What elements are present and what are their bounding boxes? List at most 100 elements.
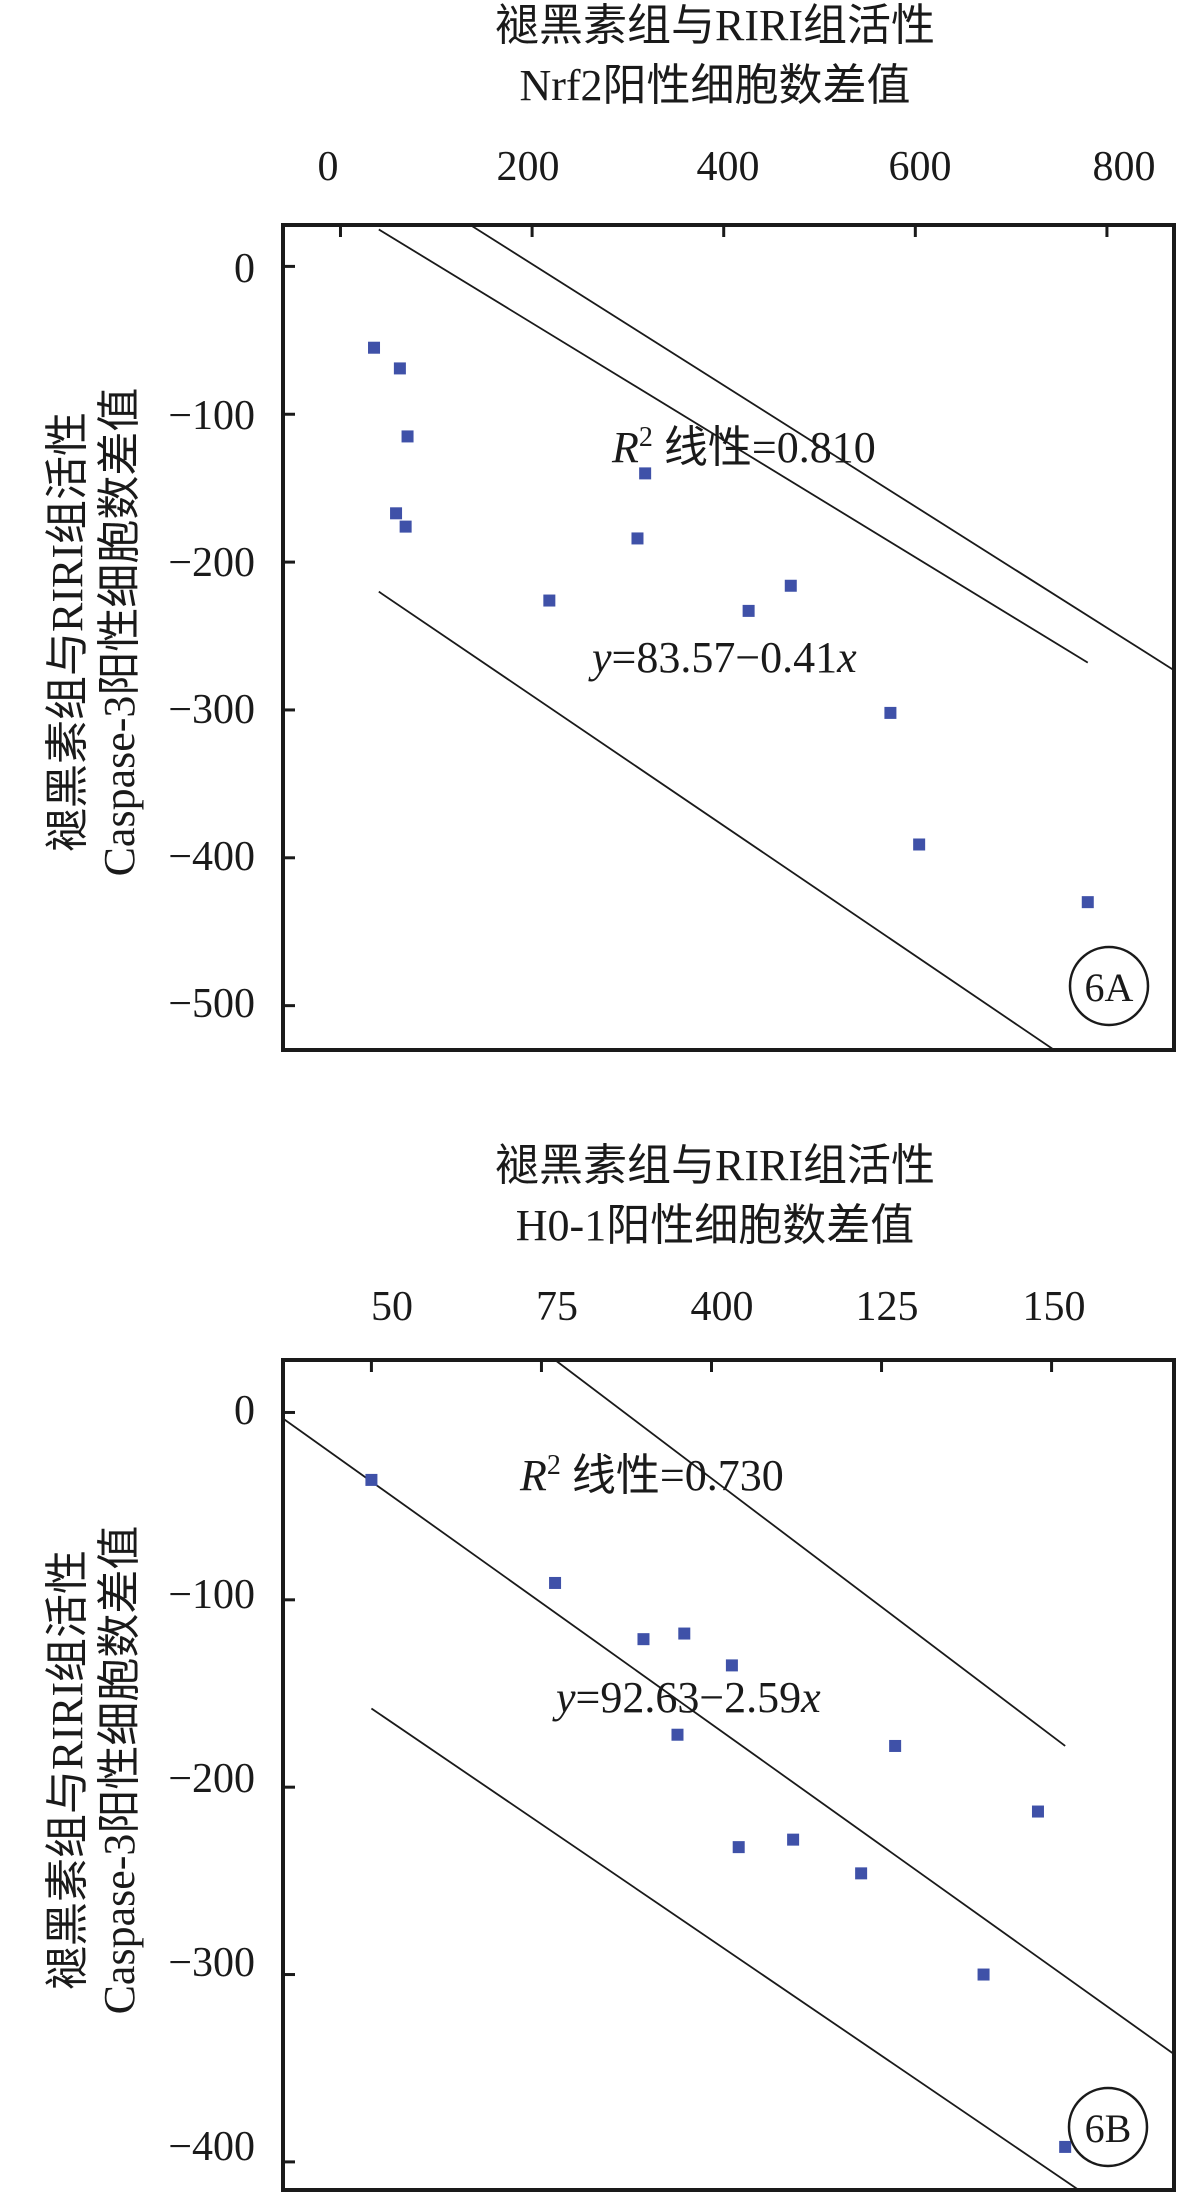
y-tick-label: −200 (168, 540, 255, 586)
panel-badge-circle (1068, 945, 1150, 1027)
y-tick-label: −300 (168, 687, 255, 733)
regression-lines (282, 1359, 1175, 2191)
data-point (368, 341, 381, 354)
y-tick-label: −400 (168, 834, 255, 880)
plot-frame (281, 223, 1176, 1052)
x-tick-label: 800 (1093, 144, 1156, 190)
panel-badge-circle (1067, 2086, 1149, 2168)
x-tick-label: 125 (856, 1284, 919, 1330)
data-point (1059, 2140, 1072, 2153)
x-tick-label: 150 (1023, 1284, 1086, 1330)
r2-value: 线性=0.810 (653, 423, 876, 472)
data-point (742, 604, 755, 617)
panel-badge: 6A (1068, 945, 1150, 1027)
data-point (671, 1728, 684, 1741)
data-point (1081, 896, 1094, 909)
x-tick-label: 400 (691, 1284, 754, 1330)
panel-6a: 褪黑素组与RIRI组活性 Nrf2阳性细胞数差值 0 200 400 600 8… (43, 1, 1176, 1052)
equation-x: x (800, 1673, 821, 1722)
data-point (732, 1841, 745, 1854)
fit-line (282, 1417, 1175, 2055)
y-axis-title-line1: 褪黑素组与RIRI组活性 (43, 412, 92, 852)
y-axis-title: 褪黑素组与RIRI组活性 Caspase-3阳性细胞数差值 (43, 388, 144, 877)
equation-body: =83.57−0.41 (612, 633, 838, 682)
data-points (365, 1473, 1072, 2153)
panel-6b: 褪黑素组与RIRI组活性 H0-1阳性细胞数差值 50 75 400 125 1… (43, 1141, 1176, 2192)
y-tick-label: −400 (168, 2124, 255, 2170)
axis-ticks (283, 225, 1109, 1008)
data-point (1031, 1805, 1044, 1818)
y-tick-labels: 0 −100 −200 −300 −400 (168, 1388, 255, 2170)
x-axis-title-line2: Nrf2阳性细胞数差值 (519, 61, 910, 110)
equation-y: y (552, 1673, 576, 1722)
panel-badge-label: 6B (1085, 2106, 1132, 2151)
panel-badge-label: 6A (1085, 965, 1134, 1010)
data-point (401, 430, 414, 443)
data-point (365, 1473, 378, 1486)
x-tick-labels: 50 75 400 125 150 (371, 1284, 1086, 1330)
r2-superscript: 2 (547, 1450, 561, 1481)
data-point (637, 1633, 650, 1646)
y-tick-label: −200 (168, 1756, 255, 1802)
data-point (678, 1627, 691, 1640)
data-point (784, 579, 797, 592)
regression-equation: y=92.63−2.59x (552, 1673, 821, 1722)
data-point (399, 520, 412, 533)
y-tick-label: 0 (234, 246, 255, 292)
upper-confidence-line (554, 1359, 1066, 1747)
y-axis-title-line1: 褪黑素组与RIRI组活性 (43, 1550, 92, 1990)
r2-letter: R (611, 423, 639, 472)
x-tick-label: 50 (371, 1284, 413, 1330)
panel-badge: 6B (1067, 2086, 1149, 2168)
x-tick-label: 200 (497, 144, 560, 190)
data-points (368, 341, 1094, 909)
lower-confidence-line (370, 1707, 1080, 2191)
data-point (543, 594, 556, 607)
equation-x: x (836, 633, 857, 682)
x-axis-title-line1: 褪黑素组与RIRI组活性 (495, 1141, 935, 1190)
data-point (390, 507, 403, 520)
r-squared-label: R2 线性=0.810 (611, 422, 876, 472)
x-tick-label: 0 (318, 144, 339, 190)
y-axis-title-line2: Caspase-3阳性细胞数差值 (95, 1526, 144, 2015)
data-point (977, 1968, 990, 1981)
x-tick-label: 600 (889, 144, 952, 190)
upper-confidence-line (378, 228, 1089, 664)
x-tick-labels: 0 200 400 600 800 (318, 144, 1156, 190)
y-axis-title-line2: Caspase-3阳性细胞数差值 (95, 388, 144, 877)
x-axis-title-line2: H0-1阳性细胞数差值 (516, 1201, 914, 1250)
equation-body: =92.63−2.59 (576, 1673, 802, 1722)
r2-letter: R (519, 1451, 547, 1500)
y-tick-label: −300 (168, 1940, 255, 1986)
data-point (631, 532, 644, 545)
data-point (913, 838, 926, 851)
y-tick-label: −500 (168, 981, 255, 1027)
equation-y: y (588, 633, 612, 682)
regression-lines (378, 224, 1175, 1051)
y-tick-label: −100 (168, 1572, 255, 1618)
data-point (725, 1659, 738, 1672)
data-point (549, 1576, 562, 1589)
r2-value: 线性=0.730 (561, 1451, 784, 1500)
lower-confidence-line (378, 590, 1055, 1051)
fit-line (469, 224, 1175, 671)
y-tick-label: 0 (234, 1388, 255, 1434)
data-point (639, 467, 652, 480)
r-squared-label: R2 线性=0.730 (519, 1450, 784, 1500)
y-tick-label: −100 (168, 393, 255, 439)
data-point (884, 706, 897, 719)
plot-frame (281, 1358, 1176, 2192)
y-tick-labels: 0 −100 −200 −300 −400 −500 (168, 246, 255, 1027)
regression-equation: y=83.57−0.41x (588, 633, 857, 682)
x-axis-title-line1: 褪黑素组与RIRI组活性 (495, 1, 935, 50)
r2-superscript: 2 (639, 422, 653, 453)
data-point (787, 1833, 800, 1846)
axis-ticks (283, 1360, 1054, 2164)
y-axis-title: 褪黑素组与RIRI组活性 Caspase-3阳性细胞数差值 (43, 1526, 144, 2015)
x-tick-label: 75 (536, 1284, 578, 1330)
data-point (889, 1739, 902, 1752)
data-point (393, 362, 406, 375)
data-point (855, 1867, 868, 1880)
x-tick-label: 400 (697, 144, 760, 190)
